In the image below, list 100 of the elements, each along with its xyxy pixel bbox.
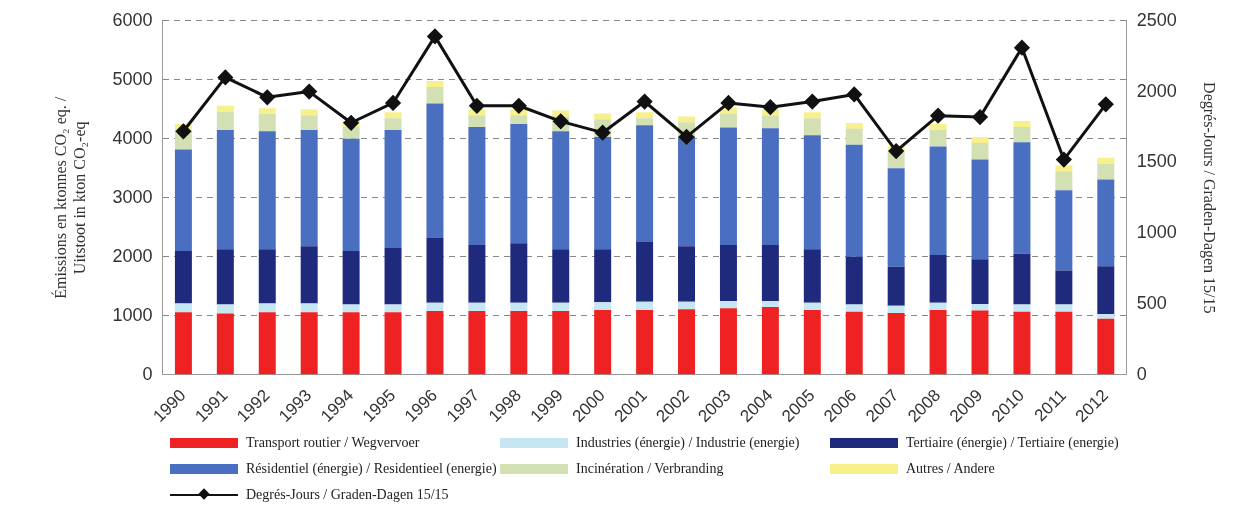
bar (887, 305, 905, 313)
point (930, 108, 946, 124)
bar (552, 311, 570, 375)
bar (636, 112, 654, 119)
y2-tick-label: 2500 (1136, 9, 1177, 30)
bar (426, 86, 444, 104)
point (259, 89, 275, 105)
bar (468, 127, 486, 246)
bar (971, 304, 989, 311)
y2-tick-label: 1000 (1136, 222, 1177, 243)
bar (929, 309, 947, 375)
y-tick-label: 5000 (112, 68, 153, 89)
bar (636, 242, 654, 302)
bar (845, 311, 863, 375)
bar (678, 309, 696, 375)
bar (258, 131, 276, 250)
bar (216, 304, 234, 314)
bar (342, 138, 360, 251)
bar (384, 118, 402, 130)
bar (1055, 304, 1073, 312)
bar (468, 302, 486, 312)
bar (174, 303, 192, 313)
bar (845, 128, 863, 145)
bar (468, 311, 486, 375)
bar (342, 127, 360, 139)
y2-tick-label: 1500 (1136, 151, 1177, 172)
bar (887, 266, 905, 306)
bar (761, 245, 779, 302)
bar (594, 113, 612, 120)
y-tick-label: 1000 (112, 304, 153, 325)
bar (300, 312, 318, 375)
bar (594, 302, 612, 310)
y-tick-label: 3000 (112, 186, 153, 207)
bar (1013, 127, 1031, 143)
legend-label: Résidentiel (énergie) / Residentieel (energie) (246, 461, 497, 477)
bar (803, 309, 821, 375)
bar (929, 146, 947, 256)
bar (1055, 190, 1073, 271)
bar (384, 129, 402, 248)
bar (1097, 179, 1115, 267)
bar (216, 129, 234, 250)
point (888, 143, 904, 159)
bar (929, 124, 947, 130)
bar (929, 302, 947, 310)
bar (1013, 121, 1031, 128)
bar (384, 304, 402, 313)
bar (1055, 270, 1073, 305)
bar (761, 301, 779, 307)
bar (1055, 171, 1073, 191)
bar (510, 302, 528, 312)
bar (510, 311, 528, 375)
bar (300, 129, 318, 247)
bar (510, 124, 528, 244)
y2-tick-label: 2000 (1136, 80, 1177, 101)
bar (1055, 165, 1073, 172)
point (175, 123, 191, 139)
point (385, 95, 401, 111)
bar (342, 304, 360, 313)
bar (1097, 314, 1115, 319)
bar (719, 245, 737, 302)
y2-tick-label: 500 (1136, 293, 1167, 313)
y2-axis-title: Degrés-Jours / Graden-Dagen 15/15 (1200, 82, 1219, 314)
bar (1013, 142, 1031, 254)
bar (552, 302, 570, 312)
bar (803, 112, 821, 119)
bar (552, 110, 570, 117)
bar (719, 113, 737, 128)
point (343, 115, 359, 131)
bar (552, 131, 570, 250)
legend-label: Autres / Andere (906, 461, 995, 477)
y-tick-label: 6000 (112, 9, 153, 30)
bar (594, 309, 612, 375)
point (972, 109, 988, 125)
point (595, 125, 611, 141)
bar (384, 112, 402, 119)
legend-label: Tertiaire (énergie) / Tertiaire (energie) (906, 435, 1119, 451)
bar (342, 250, 360, 305)
bar (845, 304, 863, 312)
bar (258, 312, 276, 375)
bar (1097, 266, 1115, 315)
bar (174, 312, 192, 375)
bar (719, 308, 737, 375)
bar (1097, 163, 1115, 180)
bar (678, 301, 696, 310)
bar (719, 301, 737, 309)
bar (761, 115, 779, 129)
y-axis-title: Émissions en ktonnes CO₂ eq. / Uitstoot in kton CO₂-eq (50, 96, 89, 299)
point (804, 94, 820, 110)
y-tick-label: 2000 (112, 245, 153, 266)
bar (971, 259, 989, 305)
bar (971, 159, 989, 260)
bar (1013, 311, 1031, 375)
bar (636, 118, 654, 126)
point (217, 69, 233, 85)
bar (1097, 318, 1115, 375)
point (1014, 40, 1030, 56)
bar (845, 122, 863, 129)
bar (929, 255, 947, 303)
bar (636, 301, 654, 310)
bar (174, 149, 192, 251)
